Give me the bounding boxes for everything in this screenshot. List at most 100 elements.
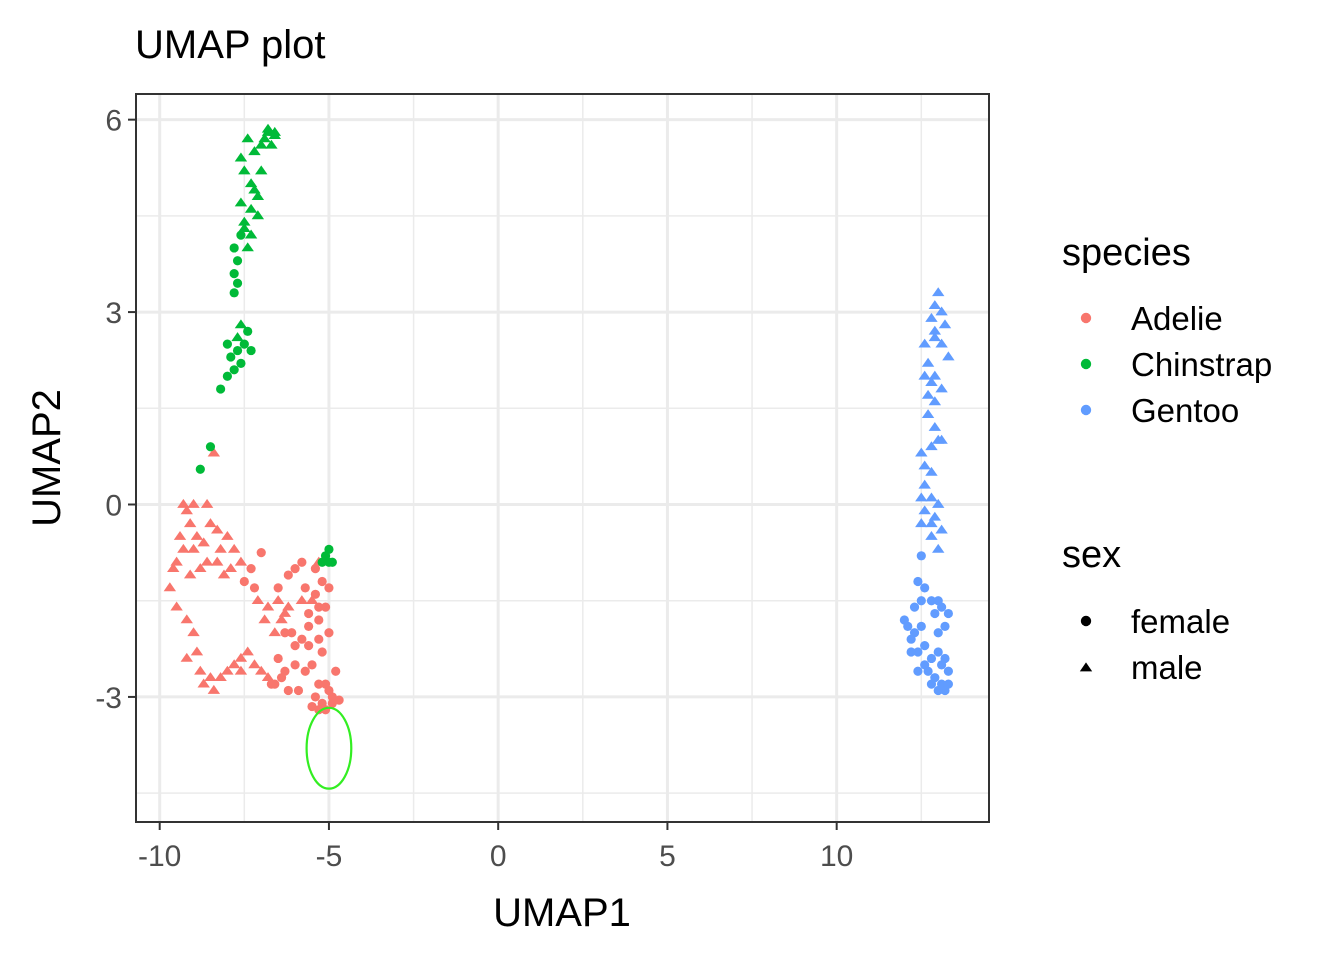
data-point-adelie-female xyxy=(307,660,316,669)
data-point-adelie-female xyxy=(284,570,293,579)
data-point-adelie-female xyxy=(257,548,266,557)
data-point-gentoo-female xyxy=(913,667,922,676)
data-point-gentoo-female xyxy=(944,679,953,688)
data-point-gentoo-female xyxy=(937,603,946,612)
legend-key-gentoo xyxy=(1081,405,1091,415)
x-tick-label: 0 xyxy=(490,840,507,873)
data-point-gentoo-female xyxy=(920,641,929,650)
y-tick-label: -3 xyxy=(95,682,122,715)
data-point-adelie-female xyxy=(304,609,313,618)
data-point-chinstrap-female xyxy=(230,288,239,297)
legend-title-sex: sex xyxy=(1062,534,1121,576)
data-point-chinstrap-female xyxy=(233,279,242,288)
data-point-gentoo-female xyxy=(940,622,949,631)
data-point-gentoo-female xyxy=(934,628,943,637)
data-point-adelie-female xyxy=(331,667,340,676)
plot-background xyxy=(136,94,989,822)
y-tick-label: 6 xyxy=(105,105,122,138)
legend-sex-items: female male xyxy=(1080,603,1230,686)
data-point-chinstrap-female xyxy=(226,352,235,361)
data-point-chinstrap-female xyxy=(223,372,232,381)
data-point-adelie-female xyxy=(274,654,283,663)
legend-label-female: female xyxy=(1131,603,1230,640)
data-point-adelie-female xyxy=(314,635,323,644)
legend-label-male: male xyxy=(1131,649,1203,686)
data-point-adelie-female xyxy=(284,686,293,695)
data-point-chinstrap-female xyxy=(236,359,245,368)
data-point-gentoo-female xyxy=(917,596,926,605)
data-point-adelie-female xyxy=(294,686,303,695)
data-point-adelie-female xyxy=(304,641,313,650)
data-point-adelie-female xyxy=(301,667,310,676)
data-point-adelie-female xyxy=(250,583,259,592)
data-point-gentoo-female xyxy=(917,622,926,631)
data-point-adelie-female xyxy=(314,679,323,688)
data-point-adelie-female xyxy=(318,647,327,656)
legend-label-chinstrap: Chinstrap xyxy=(1131,346,1272,383)
data-point-gentoo-female xyxy=(934,647,943,656)
data-point-gentoo-female xyxy=(913,577,922,586)
data-point-gentoo-female xyxy=(934,686,943,695)
legend-key-chinstrap xyxy=(1081,359,1091,369)
legend-title-species: species xyxy=(1062,232,1191,274)
data-point-adelie-female xyxy=(334,696,343,705)
data-point-chinstrap-female xyxy=(328,558,337,567)
data-point-adelie-female xyxy=(290,660,299,669)
legend-key-male xyxy=(1080,662,1092,671)
data-point-chinstrap-female xyxy=(233,346,242,355)
data-point-gentoo-female xyxy=(937,660,946,669)
x-tick-label: -5 xyxy=(316,840,343,873)
data-point-chinstrap-female xyxy=(230,243,239,252)
data-point-gentoo-female xyxy=(907,647,916,656)
plot-panel: -10 -5 0 5 10 -3 0 3 6 xyxy=(95,94,989,873)
data-point-chinstrap-female xyxy=(230,365,239,374)
data-point-adelie-female xyxy=(314,615,323,624)
data-point-adelie-female xyxy=(297,635,306,644)
data-point-gentoo-female xyxy=(944,667,953,676)
data-point-chinstrap-female xyxy=(223,340,232,349)
legend-label-gentoo: Gentoo xyxy=(1131,392,1239,429)
legend-key-adelie xyxy=(1081,313,1091,323)
x-axis-title: UMAP1 xyxy=(493,891,631,935)
data-point-chinstrap-female xyxy=(324,545,333,554)
data-point-adelie-female xyxy=(290,564,299,573)
data-point-adelie-female xyxy=(246,564,255,573)
data-point-adelie-female xyxy=(297,558,306,567)
legend: species sex AdelieChinstrapGentoo female… xyxy=(1062,232,1272,686)
data-point-chinstrap-female xyxy=(246,346,255,355)
data-point-adelie-female xyxy=(321,603,330,612)
data-point-gentoo-female xyxy=(920,583,929,592)
data-point-adelie-female xyxy=(290,641,299,650)
x-tick-label: -10 xyxy=(138,840,181,873)
data-point-adelie-female xyxy=(311,692,320,701)
data-point-adelie-female xyxy=(304,622,313,631)
data-point-gentoo-female xyxy=(900,615,909,624)
data-point-gentoo-female xyxy=(920,660,929,669)
data-point-chinstrap-female xyxy=(233,256,242,265)
data-point-gentoo-female xyxy=(930,609,939,618)
chart-title: UMAP plot xyxy=(135,23,325,67)
data-point-adelie-female xyxy=(287,628,296,637)
y-tick-label: 3 xyxy=(105,297,122,330)
x-tick-label: 10 xyxy=(820,840,853,873)
data-point-gentoo-female xyxy=(910,603,919,612)
data-point-gentoo-female xyxy=(944,609,953,618)
data-point-gentoo-female xyxy=(917,551,926,560)
data-point-adelie-female xyxy=(318,577,327,586)
x-tick-label: 5 xyxy=(659,840,676,873)
data-point-chinstrap-female xyxy=(206,442,215,451)
legend-key-female xyxy=(1081,616,1091,626)
y-axis-title: UMAP2 xyxy=(25,389,69,527)
data-point-adelie-female xyxy=(301,583,310,592)
data-point-adelie-female xyxy=(240,577,249,586)
legend-species-items: AdelieChinstrapGentoo xyxy=(1081,300,1272,429)
data-point-adelie-female xyxy=(277,673,286,682)
data-point-adelie-female xyxy=(324,583,333,592)
data-point-adelie-female xyxy=(274,583,283,592)
umap-scatter-chart: UMAP plot -10 -5 0 5 10-3036 UMAP1 UMAP2 spe… xyxy=(0,0,1344,960)
data-point-adelie-female xyxy=(324,628,333,637)
data-point-chinstrap-female xyxy=(216,384,225,393)
data-point-gentoo-female xyxy=(927,654,936,663)
data-point-chinstrap-female xyxy=(196,465,205,474)
data-point-gentoo-female xyxy=(927,679,936,688)
